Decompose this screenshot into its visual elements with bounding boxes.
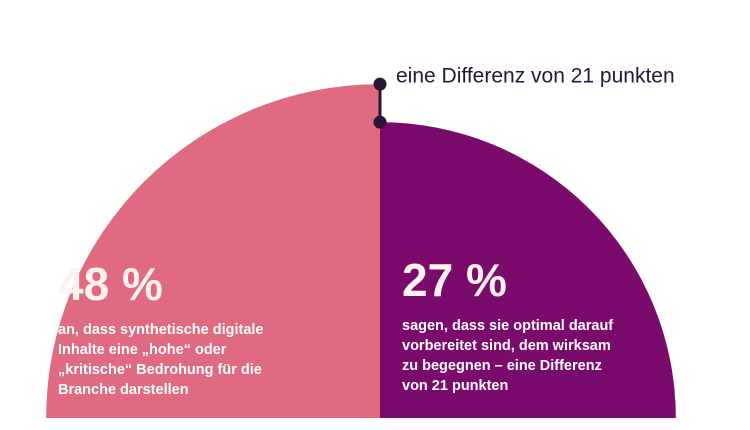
description-line: vorbereitet sind, dem wirksam: [402, 338, 611, 354]
value-label: 27 %: [402, 254, 507, 306]
value-label: 48 %: [58, 258, 163, 310]
wedge: [46, 84, 381, 419]
description-line: „kritische“ Bedrohung für die: [58, 362, 262, 378]
description-line: zu begegnen – eine Differenz: [402, 358, 602, 374]
description-line: Inhalte eine „hohe“ oder: [58, 342, 227, 358]
difference-dot: [373, 77, 387, 91]
description-line: sagen, dass sie optimal darauf: [402, 318, 613, 334]
description-line: Branche darstellen: [58, 382, 189, 398]
description-line: von 21 punkten: [402, 378, 508, 394]
wedge: [380, 122, 676, 419]
description-line: an, dass synthetische digitale: [58, 322, 264, 338]
annotation: eine Differenz von 21 punkten: [396, 65, 675, 88]
difference-dot: [373, 115, 387, 129]
